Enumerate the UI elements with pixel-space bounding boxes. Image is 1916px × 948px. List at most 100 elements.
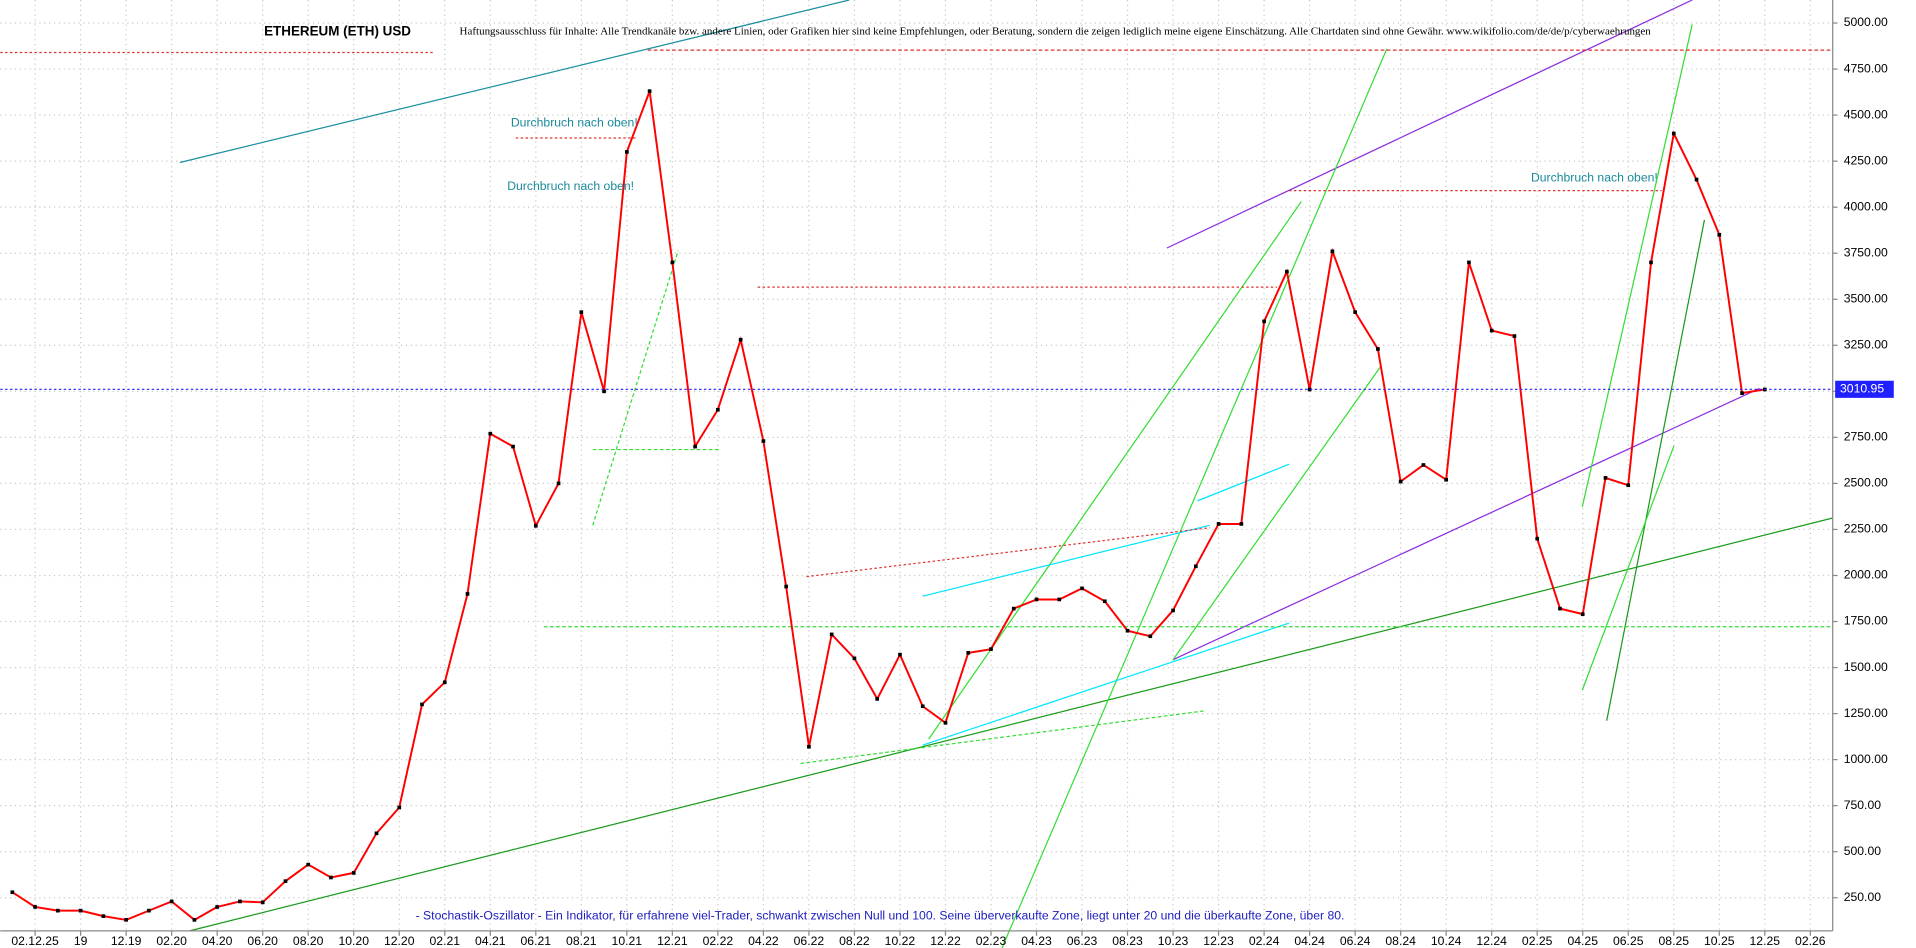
x-tick-label: 12.20 <box>384 934 415 948</box>
x-tick-label: 02.26 <box>1795 934 1826 948</box>
trend-line <box>922 524 1210 597</box>
x-tick-label: 08.21 <box>566 934 597 948</box>
x-tick-label: 08.23 <box>1112 934 1143 948</box>
chart-title: ETHEREUM (ETH) USD <box>264 23 411 38</box>
price-point <box>147 908 151 913</box>
price-point <box>1057 597 1062 602</box>
price-point <box>1102 599 1107 604</box>
price-point <box>716 407 720 412</box>
x-tick-label: 02.24 <box>1249 934 1280 948</box>
price-point <box>1239 522 1244 526</box>
x-tick-label: 02.12.25 <box>11 934 59 948</box>
trend-line <box>1581 445 1675 691</box>
x-tick-label: 06.24 <box>1340 934 1371 948</box>
disclaimer: Haftungsausschluss für Inhalte: Alle Tre… <box>460 25 1652 37</box>
x-tick-label: 06.23 <box>1067 934 1098 948</box>
x-tick-label: 02.25 <box>1522 934 1553 948</box>
y-tick-label: 2000.00 <box>1844 568 1888 582</box>
price-point <box>1011 606 1016 611</box>
footnote: - Stochastik-Oszillator - Ein Indikator,… <box>416 908 1345 922</box>
y-tick-label: 1500.00 <box>1844 660 1888 674</box>
price-point <box>1489 328 1494 333</box>
price-point <box>1558 606 1562 611</box>
y-tick-label: 1750.00 <box>1844 614 1888 628</box>
trend-line <box>1001 48 1388 948</box>
x-tick-label: 04.20 <box>202 934 233 948</box>
x-tick-label: 04.24 <box>1294 934 1325 948</box>
trend-lines <box>0 0 1833 948</box>
price-point <box>351 871 356 875</box>
price-point <box>738 337 743 342</box>
price-point <box>442 680 447 685</box>
price-point <box>1034 597 1039 602</box>
y-tick-label: 750.00 <box>1844 798 1882 812</box>
y-tick-label: 3500.00 <box>1844 291 1888 305</box>
price-point <box>260 900 265 905</box>
x-tick-label: 12.23 <box>1203 934 1234 948</box>
price-point <box>101 914 106 918</box>
price-point <box>397 805 402 810</box>
x-tick-label: 02.22 <box>703 934 734 948</box>
trend-line <box>1197 463 1290 502</box>
x-tick-label: 04.22 <box>748 934 779 948</box>
x-tick-label: 08.20 <box>293 934 324 948</box>
price-point <box>807 744 811 749</box>
price-point <box>1421 463 1426 467</box>
price-point <box>56 908 60 913</box>
trend-line <box>928 201 1302 740</box>
price-point <box>1444 477 1449 482</box>
price-point <box>966 650 971 655</box>
price-point <box>1535 536 1540 541</box>
x-tick-label: 19 <box>74 934 88 948</box>
x-tick-label: 10.24 <box>1431 934 1462 948</box>
price-point <box>1216 522 1221 526</box>
price-point <box>1171 608 1175 613</box>
price-point <box>1330 249 1335 254</box>
price-point <box>1717 232 1722 237</box>
x-tick-label: 08.22 <box>839 934 870 948</box>
price-point <box>283 879 288 884</box>
price-point <box>1353 310 1357 314</box>
trend-line <box>592 250 679 526</box>
x-tick-label: 12.24 <box>1476 934 1507 948</box>
price-point <box>556 481 561 486</box>
trend-line <box>806 527 1210 578</box>
x-tick-label: 04.23 <box>1021 934 1052 948</box>
price-point <box>670 260 675 265</box>
price-point <box>511 444 515 449</box>
price-point <box>1694 177 1699 182</box>
price-point <box>602 389 606 394</box>
price-point <box>33 905 37 909</box>
x-tick-label: 10.23 <box>1158 934 1189 948</box>
price-point <box>898 652 902 657</box>
price-point <box>693 444 697 449</box>
y-tick-label: 3750.00 <box>1844 245 1888 259</box>
x-tick-label: 06.20 <box>247 934 278 948</box>
trend-line <box>1166 0 1693 249</box>
price-point <box>989 647 993 651</box>
trend-line <box>1172 387 1760 661</box>
y-tick-label: 4000.00 <box>1844 199 1888 213</box>
price-point <box>875 697 880 701</box>
y-tick-label: 1250.00 <box>1844 706 1888 720</box>
x-tick-label: 06.25 <box>1613 934 1644 948</box>
price-point <box>465 592 470 596</box>
price-point <box>78 908 83 913</box>
price-point <box>1603 476 1608 480</box>
price-point <box>1262 319 1266 324</box>
price-point <box>1580 612 1585 616</box>
price-point <box>1512 334 1517 338</box>
x-tick-label: 08.25 <box>1658 934 1689 948</box>
x-tick-label: 12.25 <box>1750 934 1781 948</box>
trend-line <box>1581 24 1693 508</box>
price-point <box>374 831 379 836</box>
price-point <box>1671 131 1676 136</box>
x-tick-label: 02.23 <box>976 934 1007 948</box>
x-tick-label: 10.22 <box>885 934 916 948</box>
price-point <box>1376 347 1380 351</box>
x-tick-label: 12.19 <box>111 934 142 948</box>
price-point <box>1467 260 1471 265</box>
price-point <box>215 905 220 909</box>
price-point <box>192 918 197 922</box>
y-tick-label: 4500.00 <box>1844 107 1888 121</box>
